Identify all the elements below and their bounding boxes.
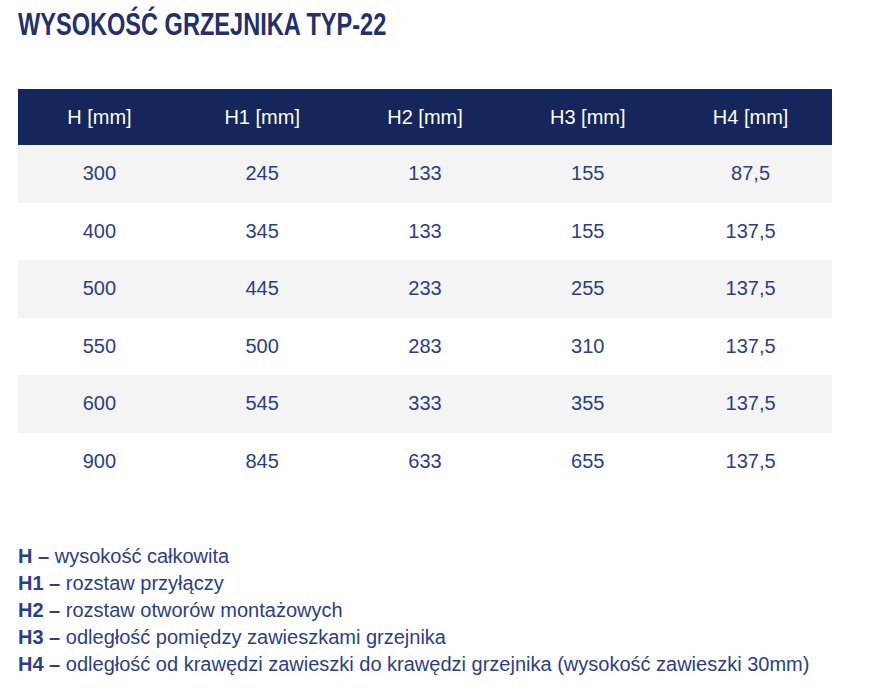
table-cell: 845: [181, 433, 344, 491]
table-cell: 545: [181, 375, 344, 433]
table-cell: 233: [344, 260, 507, 318]
header-cell: H3 [mm]: [506, 89, 669, 145]
header-cell: H2 [mm]: [344, 89, 507, 145]
legend-term: H1 –: [18, 572, 60, 594]
table-cell: 500: [181, 318, 344, 376]
table-cell: 345: [181, 203, 344, 261]
table-row: 400345133155137,5: [18, 203, 832, 261]
table-cell: 137,5: [669, 375, 832, 433]
legend-desc: wysokość całkowita: [55, 545, 230, 567]
table-cell: 655: [506, 433, 669, 491]
legend: H – wysokość całkowitaH1 – rozstaw przył…: [18, 543, 809, 678]
table-cell: 283: [344, 318, 507, 376]
table-cell: 133: [344, 145, 507, 203]
table-row: 900845633655137,5: [18, 433, 832, 491]
table-cell: 137,5: [669, 433, 832, 491]
header-cell: H1 [mm]: [181, 89, 344, 145]
legend-line: H – wysokość całkowita: [18, 543, 809, 570]
page: WYSOKOŚĆ GRZEJNIKA TYP-22 H [mm]H1 [mm]H…: [0, 0, 870, 693]
table-cell: 300: [18, 145, 181, 203]
table-body: 30024513315587,5400345133155137,55004452…: [18, 145, 832, 490]
legend-desc: odległość od krawędzi zawieszki do krawę…: [66, 653, 810, 675]
legend-desc: rozstaw otworów montażowych: [66, 599, 343, 621]
legend-line: H3 – odległość pomiędzy zawieszkami grze…: [18, 624, 809, 651]
legend-term: H2 –: [18, 599, 60, 621]
table-cell: 310: [506, 318, 669, 376]
table-cell: 355: [506, 375, 669, 433]
table-cell: 245: [181, 145, 344, 203]
legend-line: H1 – rozstaw przyłączy: [18, 570, 809, 597]
page-title: WYSOKOŚĆ GRZEJNIKA TYP-22: [18, 7, 386, 43]
legend-term: H –: [18, 545, 49, 567]
table-cell: 600: [18, 375, 181, 433]
table-cell: 633: [344, 433, 507, 491]
table-cell: 900: [18, 433, 181, 491]
table-cell: 400: [18, 203, 181, 261]
table-row: 550500283310137,5: [18, 318, 832, 376]
legend-term: H3 –: [18, 626, 60, 648]
table-row: 30024513315587,5: [18, 145, 832, 203]
dimensions-table: H [mm]H1 [mm]H2 [mm]H3 [mm]H4 [mm] 30024…: [18, 89, 832, 490]
table-cell: 137,5: [669, 318, 832, 376]
table-cell: 137,5: [669, 203, 832, 261]
table-cell: 133: [344, 203, 507, 261]
table-cell: 445: [181, 260, 344, 318]
table-header-row: H [mm]H1 [mm]H2 [mm]H3 [mm]H4 [mm]: [18, 89, 832, 145]
table-cell: 137,5: [669, 260, 832, 318]
header-cell: H4 [mm]: [669, 89, 832, 145]
table-row: 600545333355137,5: [18, 375, 832, 433]
legend-desc: rozstaw przyłączy: [66, 572, 224, 594]
table-cell: 333: [344, 375, 507, 433]
table-row: 500445233255137,5: [18, 260, 832, 318]
legend-line: H4 – odległość od krawędzi zawieszki do …: [18, 651, 809, 678]
header-cell: H [mm]: [18, 89, 181, 145]
legend-line: H2 – rozstaw otworów montażowych: [18, 597, 809, 624]
table-cell: 87,5: [669, 145, 832, 203]
table-cell: 255: [506, 260, 669, 318]
table-cell: 500: [18, 260, 181, 318]
table-cell: 550: [18, 318, 181, 376]
table-cell: 155: [506, 145, 669, 203]
table-cell: 155: [506, 203, 669, 261]
legend-term: H4 –: [18, 653, 60, 675]
legend-desc: odległość pomiędzy zawieszkami grzejnika: [66, 626, 446, 648]
